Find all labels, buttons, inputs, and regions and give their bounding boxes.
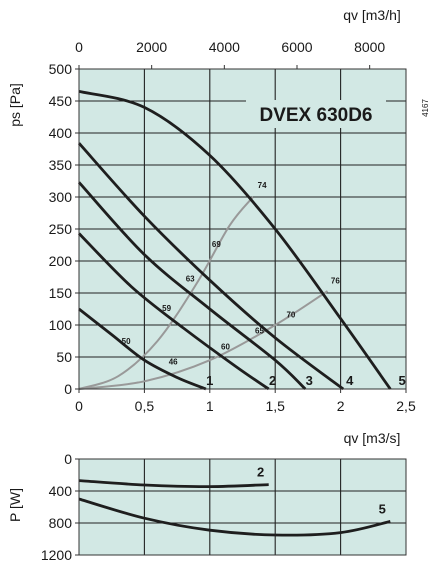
- y-tick-label: 150: [49, 285, 73, 301]
- series-curve-5: [78, 90, 392, 390]
- x2-tick-label: 0: [75, 39, 83, 55]
- y-tick-label: 300: [49, 189, 73, 205]
- x2-tick-label: 2000: [136, 39, 167, 55]
- efficiency-lines: [78, 196, 329, 390]
- x-tick-label: 2,5: [396, 398, 416, 414]
- y-tick-label: 200: [49, 253, 73, 269]
- power-curve-labels: 25: [257, 465, 386, 517]
- power-plot-frame: [78, 458, 407, 556]
- efficiency-annotation: 74: [258, 181, 267, 190]
- curve-label: 1: [206, 373, 213, 388]
- curve-label: 5: [398, 373, 405, 388]
- efficiency-annotation: 59: [162, 304, 171, 313]
- efficiency-line: [78, 196, 254, 390]
- efficiency-annotation: 63: [186, 274, 195, 283]
- efficiency-annotation: 69: [212, 240, 221, 249]
- x2-tick-label: 6000: [281, 39, 312, 55]
- main-x2-ticks: 0 2000 4000 6000 8000: [75, 39, 385, 69]
- power-curve-5: [78, 497, 391, 537]
- y-tick-label: 100: [49, 317, 73, 333]
- y-tick-label: 350: [49, 157, 73, 173]
- main-series: [77, 90, 392, 391]
- y-axis-label: ps [Pa]: [7, 83, 23, 127]
- x2-tick-label: 8000: [354, 39, 385, 55]
- series-curve-2: [78, 232, 270, 391]
- efficiency-annotation: 76: [331, 276, 340, 285]
- power-curve-label: 5: [379, 501, 386, 516]
- x-tick-label: 1: [206, 398, 214, 414]
- main-y-ticks: 0 50 100 150 200 250 300 350 400 450 500: [49, 61, 79, 397]
- curve-label: 2: [269, 373, 276, 388]
- power-series: [78, 479, 391, 537]
- efficiency-annotation: 46: [169, 358, 178, 367]
- power-y-ticks: 0 400 800 1200: [41, 451, 79, 563]
- power-y-tick-label: 400: [49, 483, 73, 499]
- x2-axis-label: qv [m3/h]: [343, 7, 401, 23]
- power-plot-area: [79, 459, 406, 555]
- x-tick-label: 0: [75, 398, 83, 414]
- x-tick-label: 1,5: [265, 398, 285, 414]
- power-grid: [79, 459, 406, 555]
- x-tick-label: 2: [337, 398, 345, 414]
- x-tick-label: 0,5: [135, 398, 155, 414]
- y-tick-label: 50: [56, 349, 72, 365]
- power-curve-label: 2: [257, 465, 264, 480]
- series-curve-1: [78, 307, 207, 391]
- y-tick-label: 500: [49, 61, 73, 77]
- model-label-bg: [246, 100, 386, 128]
- y-tick-label: 400: [49, 125, 73, 141]
- series-curve-3: [77, 181, 307, 391]
- efficiency-annotation: 70: [286, 310, 295, 319]
- power-y-tick-label: 1200: [41, 547, 72, 563]
- efficiency-annotations: 50 46 59 63 69 60 74 65 70 76: [122, 181, 341, 367]
- x2-tick-label: 4000: [209, 39, 240, 55]
- efficiency-annotation: 65: [255, 326, 264, 335]
- power-y-tick-label: 0: [64, 451, 72, 467]
- side-code: 4167: [421, 99, 430, 117]
- y-tick-label: 0: [64, 381, 72, 397]
- efficiency-line: [78, 290, 329, 390]
- y-tick-label: 450: [49, 93, 73, 109]
- curve-label: 3: [306, 373, 313, 388]
- chart-title: DVEX 630D6: [259, 105, 372, 126]
- power-y-tick-label: 800: [49, 515, 73, 531]
- efficiency-annotation: 60: [221, 342, 230, 351]
- curve-labels: 1 2 3 4 5: [206, 373, 406, 388]
- series-curve-4: [77, 142, 345, 391]
- curve-label: 4: [346, 373, 354, 388]
- efficiency-annotation: 50: [122, 337, 131, 346]
- power-curve-2: [78, 479, 269, 489]
- power-y-axis-label: P [W]: [7, 488, 23, 522]
- x-axis-label: qv [m3/s]: [344, 430, 401, 446]
- main-x-ticks: 0 0,5 1 1,5 2 2,5: [75, 389, 416, 414]
- y-tick-label: 250: [49, 221, 73, 237]
